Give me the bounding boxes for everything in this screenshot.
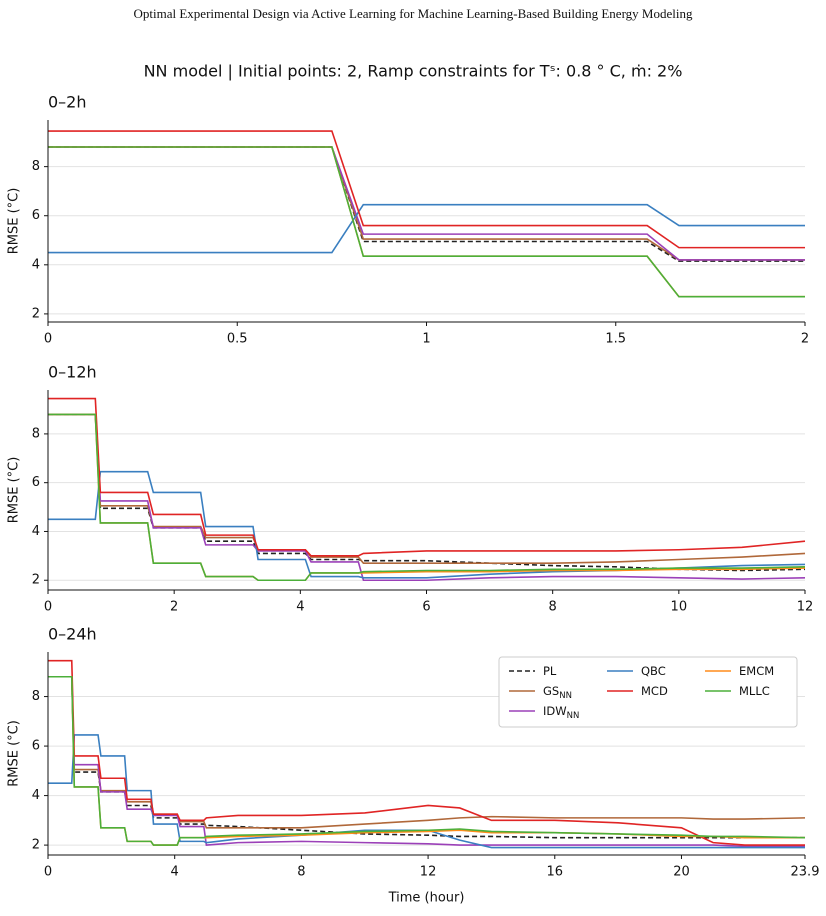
x-tick-label: 20 xyxy=(673,865,690,880)
y-tick-label: 2 xyxy=(32,573,40,588)
series-line xyxy=(48,413,806,564)
series-line xyxy=(48,146,805,298)
x-tick-label: 10 xyxy=(671,600,688,615)
x-tick-label: 6 xyxy=(422,600,430,615)
x-tick-label: 0 xyxy=(44,865,52,880)
legend-name: GS xyxy=(543,684,559,698)
series-line xyxy=(48,130,805,249)
legend-label: QBC xyxy=(641,664,666,678)
legend-label: MLLC xyxy=(739,684,770,698)
series-line xyxy=(48,675,805,848)
y-tick-label: 2 xyxy=(32,306,40,321)
legend-subscript: NN xyxy=(567,711,580,721)
x-tick-label: 23.9 xyxy=(791,865,820,880)
y-tick-label: 4 xyxy=(32,524,40,539)
y-tick-label: 8 xyxy=(32,689,40,704)
x-tick-label: 2 xyxy=(170,600,178,615)
y-tick-label: 8 xyxy=(32,159,40,174)
series-line xyxy=(48,146,805,298)
y-tick-label: 6 xyxy=(32,475,40,490)
x-tick-label: 16 xyxy=(547,865,564,880)
series-line xyxy=(48,413,806,582)
series-line xyxy=(48,397,806,557)
series-line xyxy=(48,413,806,582)
series-line xyxy=(48,413,806,582)
y-tick-label: 8 xyxy=(32,426,40,441)
y-tick-label: 4 xyxy=(32,257,40,272)
x-tick-label: 12 xyxy=(420,865,437,880)
legend-name: IDW xyxy=(543,704,567,718)
series-line xyxy=(48,470,806,579)
x-tick-label: 0.5 xyxy=(227,332,248,347)
legend-name: PL xyxy=(543,664,557,678)
y-axis-label: RMSE (°C) xyxy=(7,720,22,787)
legend-name: MLLC xyxy=(739,684,770,698)
y-axis-label: RMSE (°C) xyxy=(7,188,22,255)
series-line xyxy=(48,146,805,261)
x-tick-label: 12 xyxy=(797,600,814,615)
legend-label: MCD xyxy=(641,684,668,698)
series-line xyxy=(48,146,805,261)
x-tick-label: 1 xyxy=(422,332,430,347)
series-line xyxy=(48,659,805,846)
subplot-title: 0–2h xyxy=(48,93,87,112)
x-axis-label: Time (hour) xyxy=(388,891,465,906)
legend-label: PL xyxy=(543,664,557,678)
subplot-title: 0–12h xyxy=(48,363,97,382)
legend-name: MCD xyxy=(641,684,668,698)
legend-box xyxy=(498,656,798,728)
y-tick-label: 6 xyxy=(32,208,40,223)
page-header: Optimal Experimental Design via Active L… xyxy=(134,6,693,21)
legend-label: EMCM xyxy=(739,664,774,678)
series-line xyxy=(48,734,805,849)
x-tick-label: 2 xyxy=(801,332,809,347)
series-line xyxy=(48,203,805,254)
y-tick-label: 4 xyxy=(32,788,40,803)
legend-name: EMCM xyxy=(739,664,774,678)
x-tick-label: 1.5 xyxy=(605,332,626,347)
figure-title: NN model | Initial points: 2, Ramp const… xyxy=(144,62,683,81)
x-tick-label: 8 xyxy=(297,865,305,880)
x-tick-label: 4 xyxy=(296,600,304,615)
series-line xyxy=(48,675,806,846)
x-tick-label: 8 xyxy=(549,600,557,615)
legend-label: IDWNN xyxy=(543,704,579,721)
legend-subscript: NN xyxy=(559,691,572,701)
x-tick-label: 0 xyxy=(44,600,52,615)
subplot-title: 0–24h xyxy=(48,625,97,644)
y-tick-label: 2 xyxy=(32,838,40,853)
y-axis-label: RMSE (°C) xyxy=(7,457,22,524)
legend-name: QBC xyxy=(641,664,666,678)
x-tick-label: 0 xyxy=(44,332,52,347)
y-tick-label: 6 xyxy=(32,739,40,754)
legend-label: GSNN xyxy=(543,684,572,701)
x-tick-label: 4 xyxy=(171,865,179,880)
